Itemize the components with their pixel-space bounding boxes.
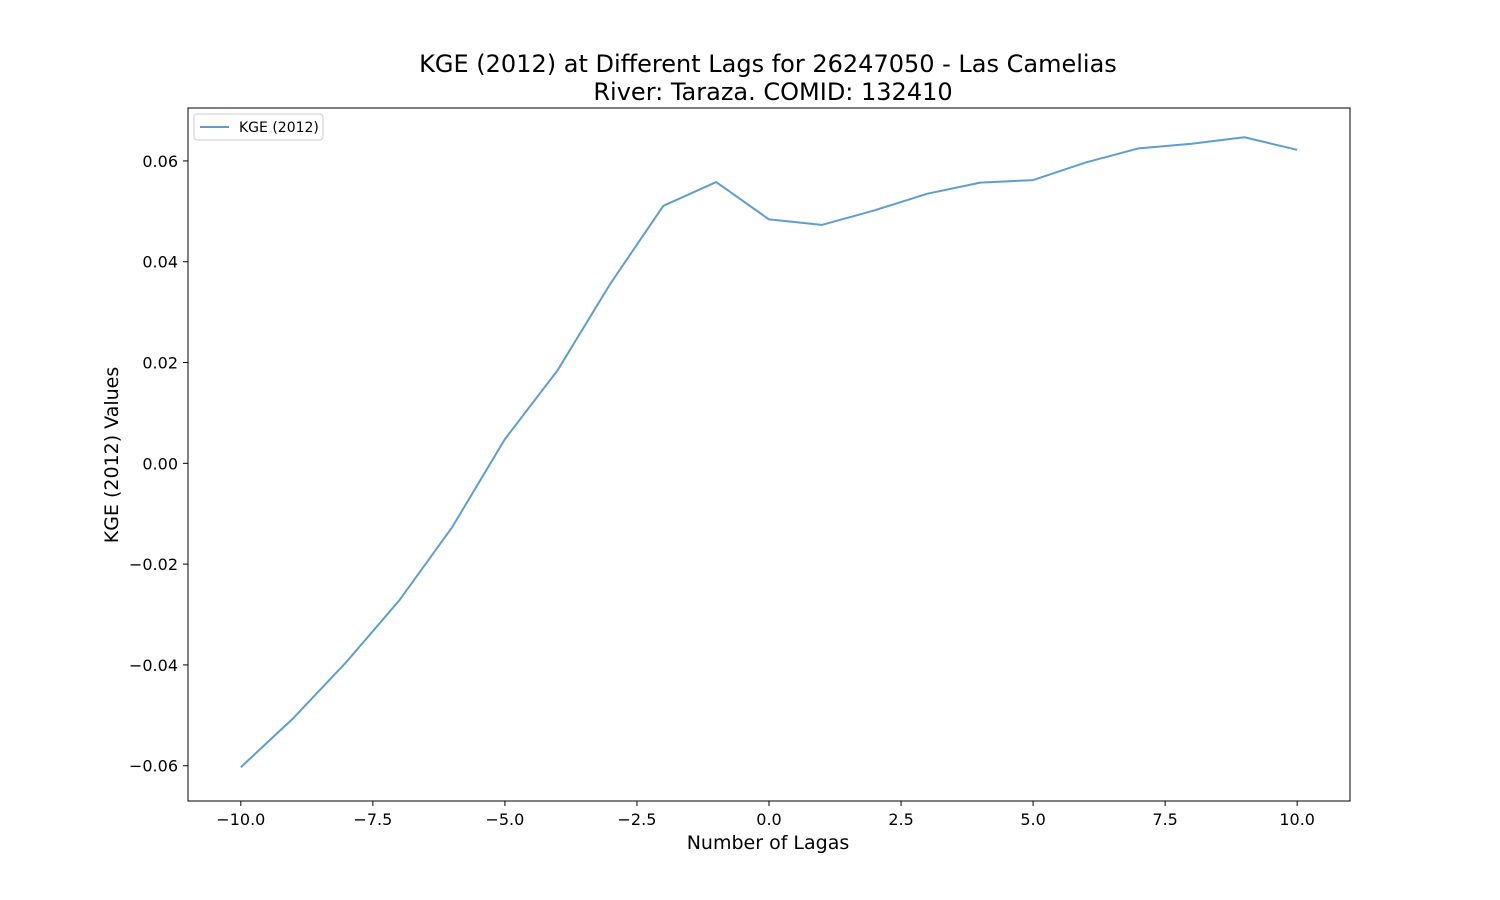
- x-tick-label: 5.0: [1020, 810, 1045, 829]
- data-point: [768, 218, 770, 220]
- data-point: [979, 182, 981, 184]
- data-point: [345, 661, 347, 663]
- series-line: [240, 136, 1298, 768]
- x-tick-label: −7.5: [353, 810, 392, 829]
- data-point: [874, 209, 876, 211]
- data-point: [1243, 136, 1245, 138]
- x-tick-label: 0.0: [756, 810, 781, 829]
- data-point: [715, 181, 717, 183]
- data-point: [1085, 161, 1087, 163]
- x-tick-label: 2.5: [888, 810, 913, 829]
- data-point: [1138, 147, 1140, 149]
- y-tick-label: −0.02: [129, 555, 178, 574]
- x-tick-label: −5.0: [485, 810, 524, 829]
- x-tick-label: 7.5: [1152, 810, 1177, 829]
- chart-title: KGE (2012) at Different Lags for 2624705…: [419, 50, 1117, 78]
- y-tick-label: −0.04: [129, 656, 178, 675]
- data-point: [610, 282, 612, 284]
- data-point: [662, 205, 664, 207]
- data-point: [1032, 179, 1034, 181]
- y-tick-label: 0.02: [142, 354, 178, 373]
- data-point: [398, 599, 400, 601]
- x-axis: −10.0 −7.5 −5.0 −2.5 0.0 2.5 5.0 7.5 10.0: [216, 801, 1315, 829]
- data-point: [240, 766, 242, 768]
- data-point: [821, 224, 823, 226]
- x-axis-label: Number of Lagas: [687, 832, 850, 854]
- legend-label: KGE (2012): [239, 120, 319, 136]
- y-tick-label: −0.06: [129, 757, 178, 776]
- x-tick-label: 10.0: [1279, 810, 1315, 829]
- series-layer: [240, 136, 1298, 768]
- data-point: [926, 193, 928, 195]
- legend: KGE (2012): [193, 113, 324, 141]
- x-tick-label: −2.5: [618, 810, 657, 829]
- data-point: [557, 369, 559, 371]
- y-axis: −0.06 −0.04 −0.02 0.00 0.02 0.04 0.06: [129, 152, 188, 776]
- data-point: [293, 717, 295, 719]
- y-axis-label: KGE (2012) Values: [101, 367, 123, 544]
- y-tick-label: 0.04: [142, 253, 178, 272]
- y-tick-label: 0.00: [142, 454, 178, 473]
- data-point: [1191, 143, 1193, 145]
- plot-area: [187, 107, 1351, 802]
- x-tick-label: −10.0: [216, 810, 265, 829]
- y-tick-label: 0.06: [142, 152, 178, 171]
- legend-box: [193, 113, 324, 141]
- chart-subtitle: River: Taraza. COMID: 132410: [593, 78, 952, 106]
- data-point: [1296, 149, 1298, 151]
- data-point: [504, 438, 506, 440]
- data-point: [451, 526, 453, 528]
